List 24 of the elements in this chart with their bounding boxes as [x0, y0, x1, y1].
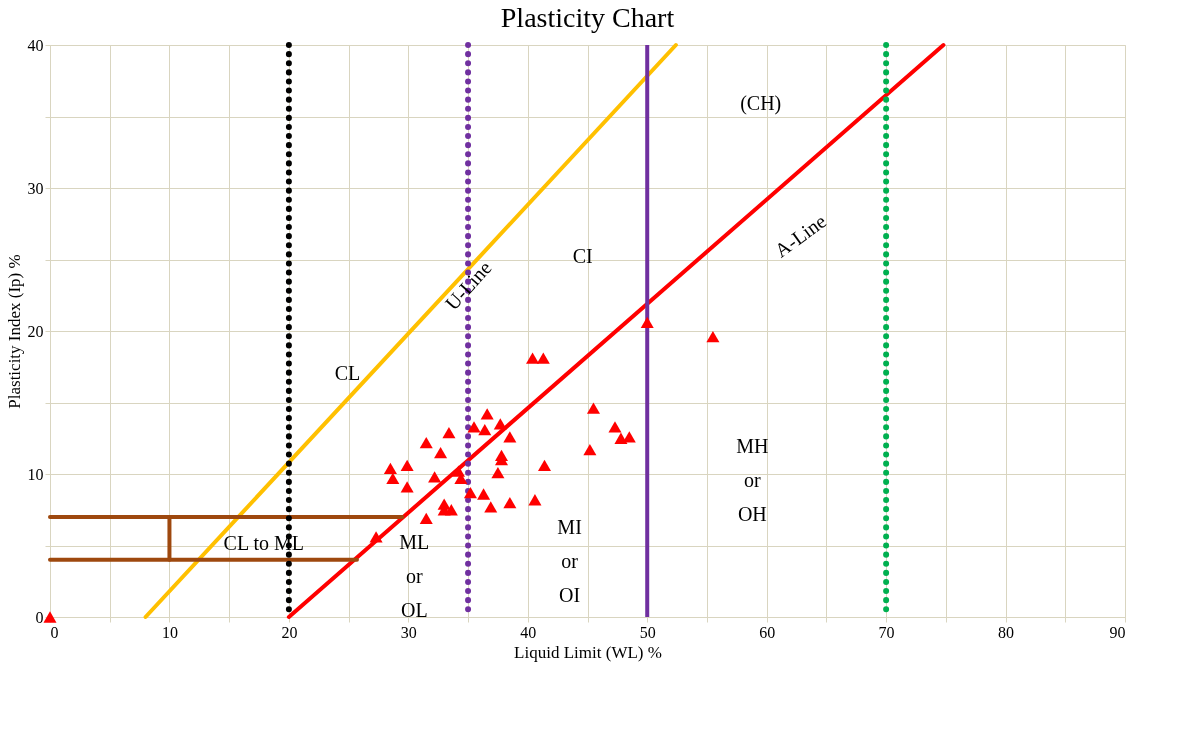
x-tick-label: 60: [759, 623, 776, 641]
x-tick-label: 80: [998, 623, 1015, 641]
y-tick-label: 20: [27, 322, 44, 340]
chart-title: Plasticity Chart: [500, 2, 675, 33]
annotation: MI or OI: [557, 516, 582, 607]
y-tick-label: 0: [35, 608, 44, 626]
x-tick-label: 50: [639, 623, 656, 641]
annotation: (CH): [740, 91, 782, 115]
y-axis-title: Plasticity Index (Ip) %: [4, 254, 24, 409]
annotation: MH or OH: [736, 434, 769, 525]
x-axis-title: Liquid Limit (WL) %: [514, 642, 662, 662]
annotation: CL: [334, 361, 361, 384]
y-tick-label: 40: [27, 36, 44, 54]
annotation: CI: [572, 244, 593, 267]
x-tick-label: 70: [878, 623, 895, 641]
x-tick-label: 0: [50, 623, 59, 641]
x-tick-label: 40: [520, 623, 537, 641]
x-tick-label: 90: [1109, 623, 1126, 641]
x-tick-label: 20: [281, 623, 298, 641]
y-tick-label: 30: [27, 179, 44, 197]
x-tick-label: 10: [161, 623, 178, 641]
annotation: ML or OL: [399, 530, 430, 621]
y-tick-label: 10: [27, 465, 44, 483]
x-tick-label: 30: [400, 623, 417, 641]
